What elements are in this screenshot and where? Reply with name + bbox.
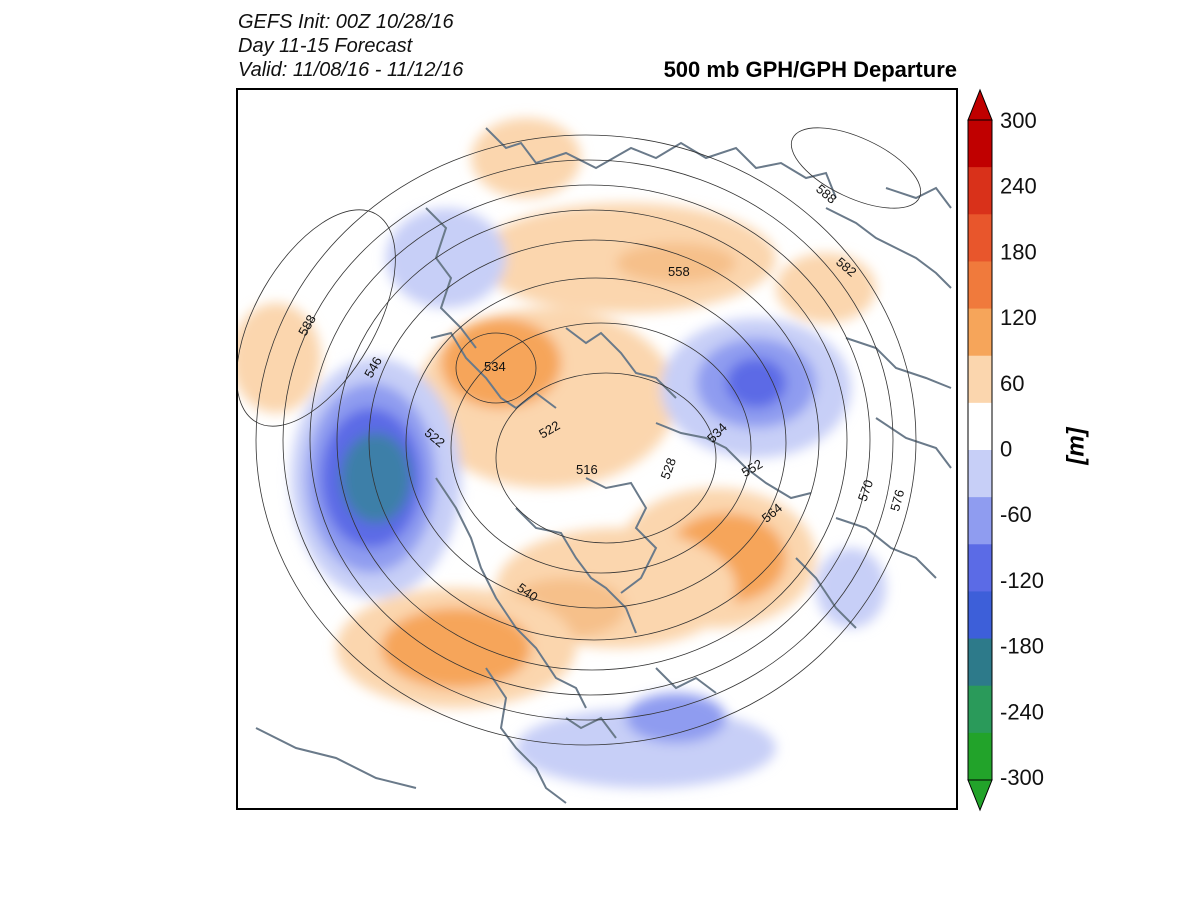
colorbar-tick-label: 240 xyxy=(1000,174,1037,199)
coastlines xyxy=(255,127,952,804)
colorbar-tick-label: 60 xyxy=(1000,371,1024,396)
colorbar-band xyxy=(968,308,992,357)
colorbar-band xyxy=(968,355,992,404)
colorbar-band xyxy=(968,214,992,262)
colorbar-min-arrow xyxy=(967,779,993,812)
colorbar-ticks: 300 240 180 120 60 0 -60 -120 -180 -240 -300 xyxy=(1000,108,1044,790)
colorbar-band xyxy=(968,450,992,498)
valid-line: Valid: 11/08/16 - 11/12/16 xyxy=(238,59,464,81)
colorbar-tick-label: -60 xyxy=(1000,502,1032,527)
forecast-header: GEFS Init: 00Z 10/28/16 Day 11-15 Foreca… xyxy=(238,10,463,82)
colorbar-band xyxy=(968,497,992,545)
colorbar-band xyxy=(968,638,992,687)
colorbar-band xyxy=(968,120,992,168)
contour-label: 528 xyxy=(658,456,680,482)
contour-label: 576 xyxy=(887,488,907,513)
map-frame xyxy=(236,88,958,810)
height-contours xyxy=(236,127,922,746)
colorbar: 300 240 180 120 60 0 -60 -120 -180 -240 -300 xyxy=(967,88,1044,812)
contour-label: 558 xyxy=(668,264,690,279)
colorbar-band xyxy=(968,685,992,734)
colorbar-tick-label: -120 xyxy=(1000,568,1044,593)
colorbar-unit: [m] xyxy=(1062,427,1090,465)
colorbar-bands xyxy=(967,88,993,812)
contour-label: 516 xyxy=(576,462,598,477)
init-line: GEFS Init: 00Z 10/28/16 xyxy=(238,11,454,33)
colorbar-band xyxy=(968,591,992,640)
polar-map: 588 546 534 522 516 522 528 534 552 564 … xyxy=(236,88,958,810)
colorbar-max-arrow xyxy=(967,88,993,121)
contour-label: 570 xyxy=(855,478,877,504)
colorbar-band xyxy=(968,732,992,781)
colorbar-band xyxy=(968,261,992,310)
contour-label: 534 xyxy=(484,359,506,374)
colorbar-tick-label: -240 xyxy=(1000,699,1044,724)
colorbar-tick-label: -300 xyxy=(1000,765,1044,790)
colorbar-band xyxy=(968,402,992,451)
colorbar-tick-label: 180 xyxy=(1000,239,1037,264)
colorbar-tick-label: 0 xyxy=(1000,437,1012,462)
colorbar-frame xyxy=(967,119,993,781)
anomaly-shading xyxy=(236,118,886,788)
colorbar-tick-label: -180 xyxy=(1000,634,1044,659)
colorbar-tick-label: 120 xyxy=(1000,305,1037,330)
map-title: 500 mb GPH/GPH Departure xyxy=(663,57,957,82)
forecast-line: Day 11-15 Forecast xyxy=(238,35,413,57)
colorbar-band xyxy=(968,544,992,592)
colorbar-band xyxy=(968,167,992,215)
colorbar-tick-label: 300 xyxy=(1000,108,1037,133)
